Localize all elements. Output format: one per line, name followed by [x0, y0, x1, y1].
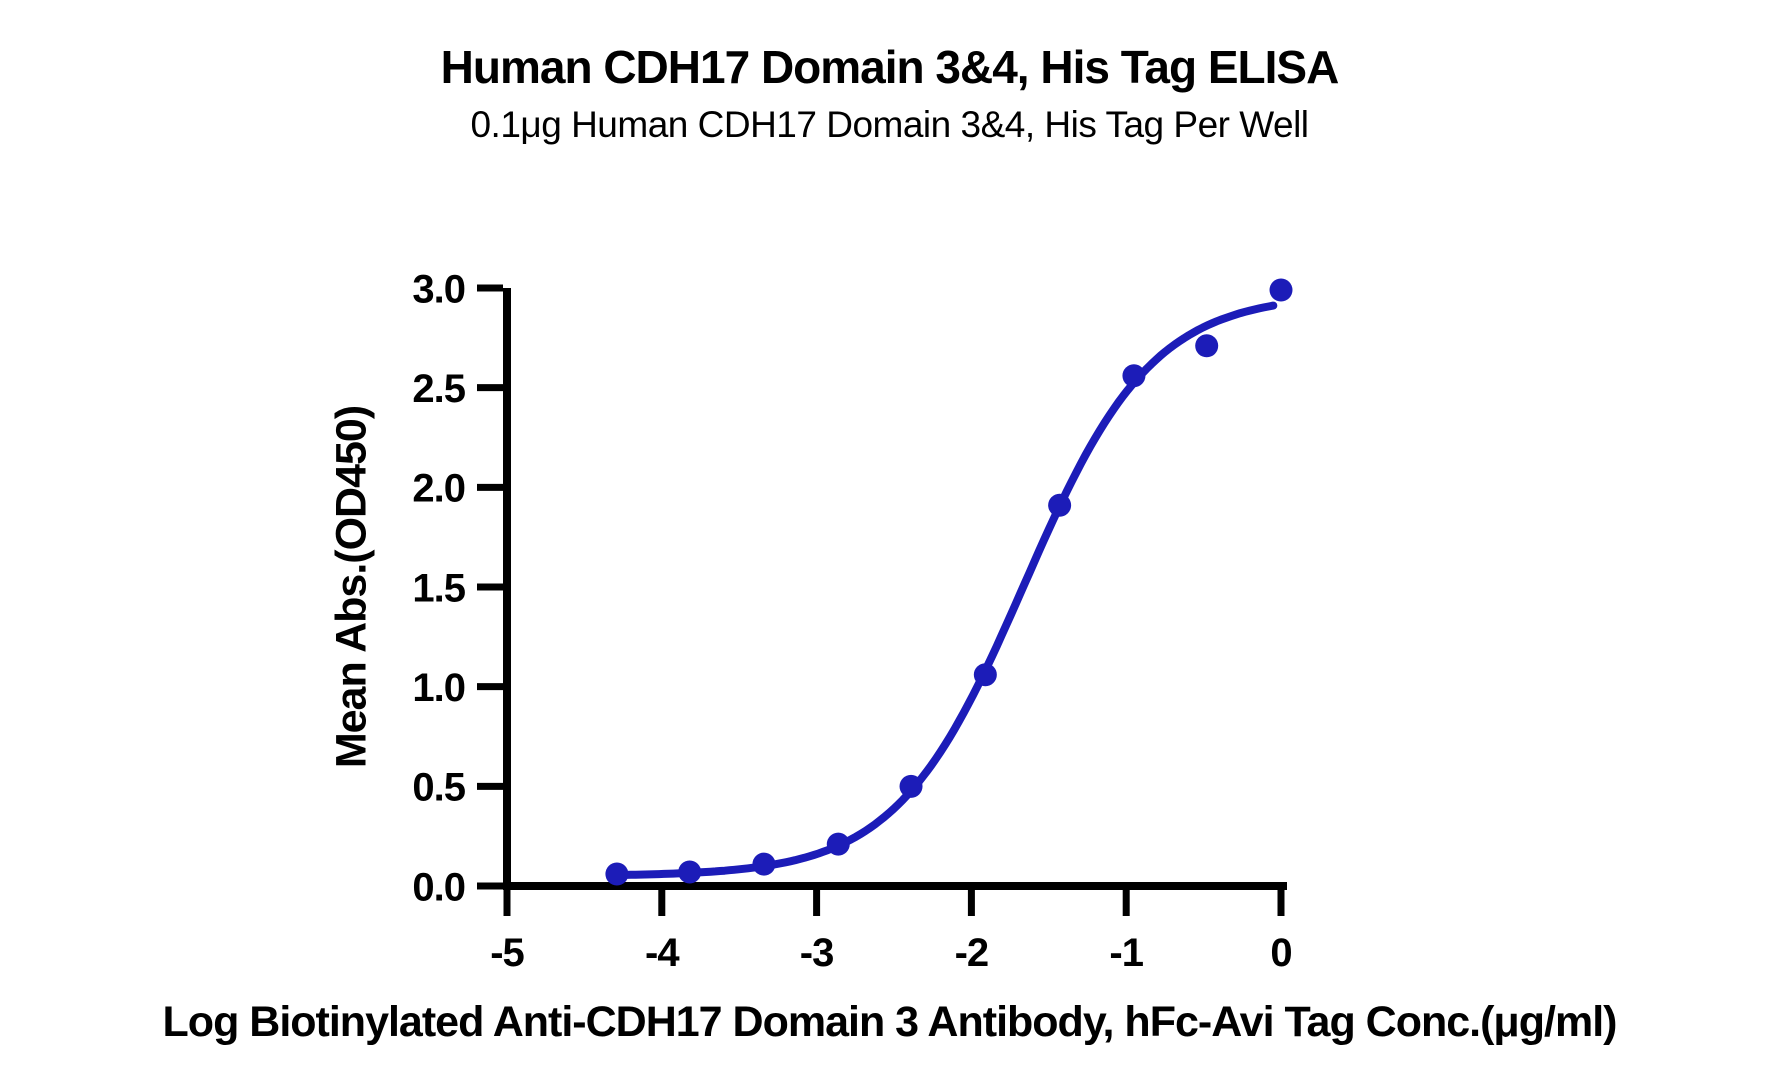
- x-tick-label: -1: [1109, 931, 1143, 975]
- x-tick-label: -3: [800, 931, 834, 975]
- data-point: [899, 774, 923, 798]
- chart-title: Human CDH17 Domain 3&4, His Tag ELISA: [440, 41, 1340, 93]
- x-axis-label: Log Biotinylated Anti-CDH17 Domain 3 Ant…: [162, 998, 1618, 1046]
- data-point: [605, 862, 629, 886]
- y-tick-label: 2.5: [412, 367, 465, 411]
- y-tick-label: 1.5: [412, 566, 465, 610]
- data-point: [973, 663, 997, 687]
- y-tick-label: 3.0: [412, 267, 465, 311]
- data-point: [826, 832, 850, 856]
- data-point: [1269, 278, 1293, 302]
- y-tick-label: 1.0: [412, 666, 465, 710]
- x-tick-label: -4: [645, 931, 680, 975]
- fit-curve: [612, 301, 1278, 879]
- data-point: [1122, 364, 1146, 388]
- x-tick-label: -5: [490, 931, 524, 975]
- chart-subtitle: 0.1μg Human CDH17 Domain 3&4, His Tag Pe…: [470, 104, 1309, 145]
- data-point: [1195, 334, 1219, 358]
- data-point: [678, 860, 702, 884]
- y-tick-label: 0.0: [412, 865, 465, 909]
- data-point: [752, 852, 776, 876]
- data-point: [1048, 493, 1072, 517]
- x-tick-label: 0: [1270, 931, 1291, 975]
- y-tick-label: 0.5: [412, 766, 465, 810]
- y-tick-label: 2.0: [412, 467, 465, 511]
- x-tick-label: -2: [955, 931, 989, 975]
